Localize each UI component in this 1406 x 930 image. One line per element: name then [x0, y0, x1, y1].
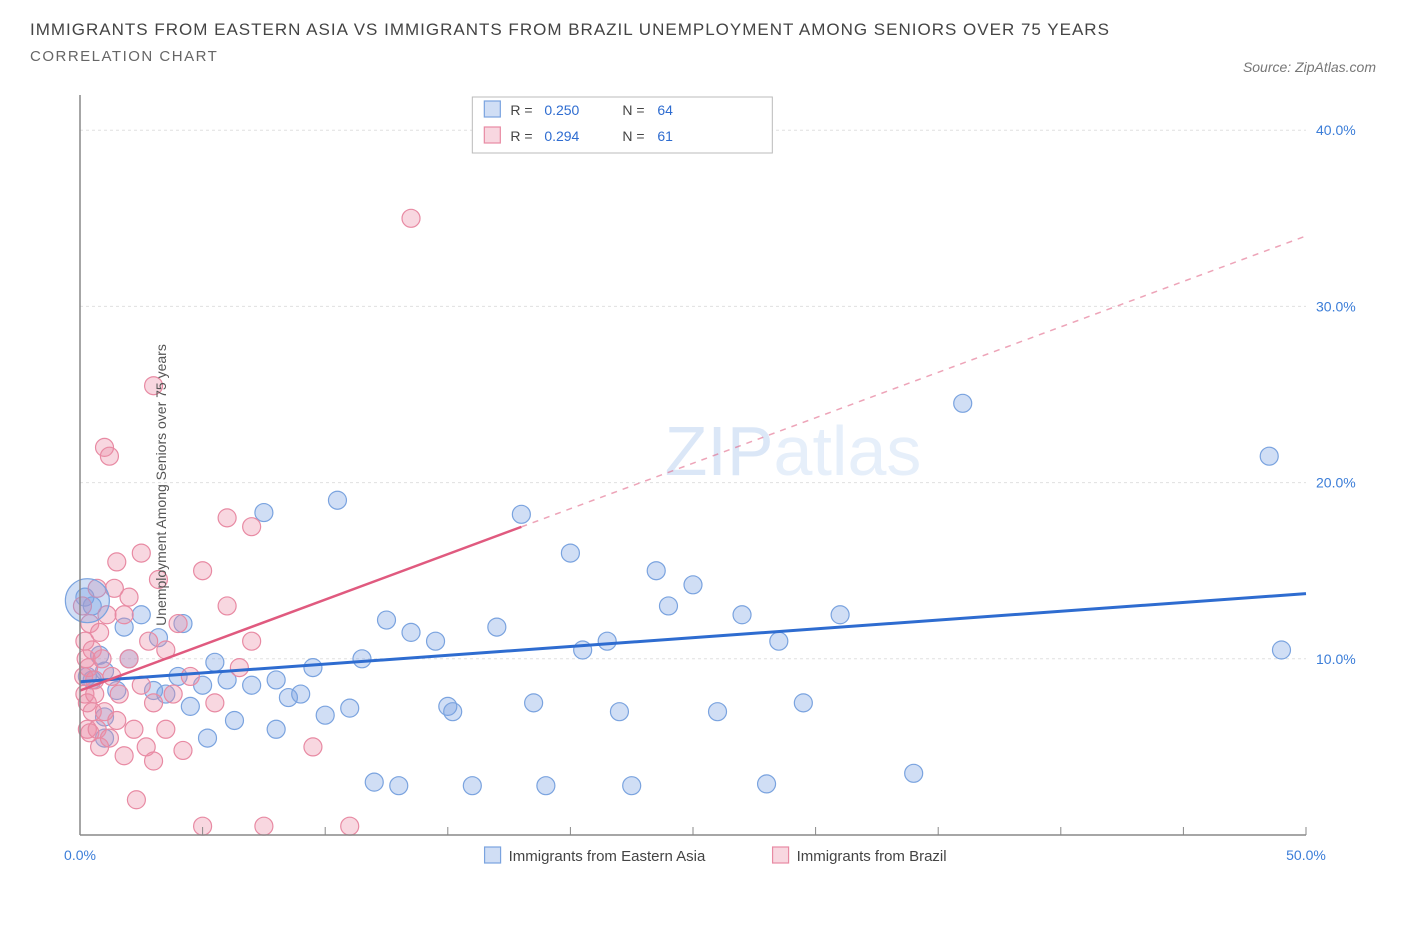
svg-text:64: 64	[657, 102, 673, 118]
svg-text:0.0%: 0.0%	[64, 847, 96, 863]
svg-text:Immigrants from Brazil: Immigrants from Brazil	[797, 848, 947, 865]
svg-text:ZIPatlas: ZIPatlas	[665, 412, 922, 490]
svg-text:40.0%: 40.0%	[1316, 122, 1356, 138]
svg-text:20.0%: 20.0%	[1316, 475, 1356, 491]
chart-container: Unemployment Among Seniors over 75 years…	[30, 85, 1376, 885]
source-label: Source: ZipAtlas.com	[1243, 59, 1376, 75]
svg-text:N =: N =	[622, 128, 644, 144]
svg-text:0.294: 0.294	[544, 128, 579, 144]
source-value: ZipAtlas.com	[1295, 59, 1376, 75]
svg-text:50.0%: 50.0%	[1286, 847, 1326, 863]
svg-text:Immigrants from Eastern Asia: Immigrants from Eastern Asia	[509, 848, 706, 865]
svg-text:R =: R =	[510, 128, 532, 144]
scatter-chart: 10.0% 20.0% 30.0% 40.0% ZIPatlas 0.0% 50.0% R =…	[30, 85, 1376, 885]
header-row: CORRELATION CHART Source: ZipAtlas.com	[30, 48, 1376, 75]
svg-text:R =: R =	[510, 102, 532, 118]
chart-title: IMMIGRANTS FROM EASTERN ASIA VS IMMIGRAN…	[30, 20, 1376, 40]
svg-text:0.250: 0.250	[544, 102, 579, 118]
svg-text:N =: N =	[622, 102, 644, 118]
source-prefix: Source:	[1243, 59, 1295, 75]
svg-text:30.0%: 30.0%	[1316, 298, 1356, 314]
y-axis-label: Unemployment Among Seniors over 75 years	[153, 344, 169, 626]
svg-text:61: 61	[657, 128, 673, 144]
svg-text:10.0%: 10.0%	[1316, 651, 1356, 667]
chart-subtitle: CORRELATION CHART	[30, 48, 218, 65]
